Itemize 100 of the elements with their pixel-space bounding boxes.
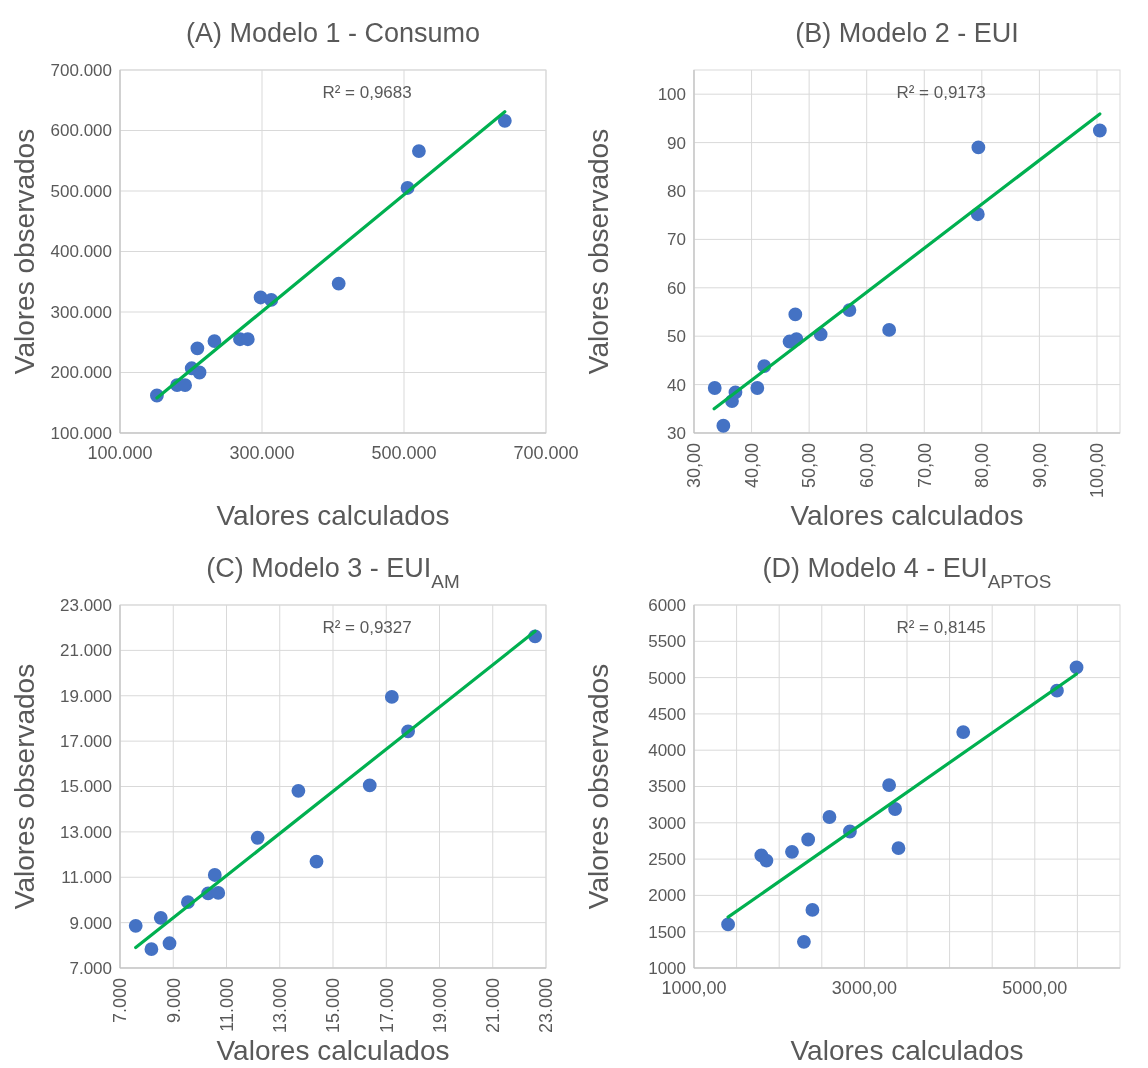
x-tick-label: 60,00: [857, 443, 877, 489]
point: [805, 903, 820, 917]
point: [707, 381, 722, 395]
y-tick-label: 100.000: [50, 423, 112, 443]
point: [162, 936, 177, 951]
x-tick-label: 15.000: [323, 978, 344, 1034]
y-tick-label: 300.000: [50, 302, 112, 322]
y-tick-label: 400.000: [50, 242, 112, 262]
point: [1092, 123, 1107, 138]
y-tick-label: 9.000: [69, 913, 112, 933]
x-tick-label: 50,00: [799, 443, 820, 489]
annotation: R² = 0,9683: [322, 83, 412, 102]
x-tick-label: 13.000: [270, 978, 291, 1034]
point: [497, 113, 512, 128]
y-tick-label: 7.000: [69, 958, 112, 978]
x-tick-label: 1000,00: [661, 978, 727, 998]
x-tick-label: 11.000: [216, 978, 237, 1032]
point: [891, 841, 906, 856]
x-axis-title: Valores calculados: [790, 1035, 1024, 1066]
point: [721, 917, 735, 932]
y-tick-label: 4000: [648, 741, 686, 761]
y-tick-label: 700.000: [50, 60, 112, 80]
x-tick-label: 17.000: [376, 978, 397, 1034]
y-tick-label: 4500: [648, 704, 686, 724]
annotation: R² = 0,8145: [896, 618, 986, 637]
x-tick-label: 5000,00: [1002, 978, 1068, 998]
chart-title: (A) Modelo 1 - Consumo: [185, 18, 481, 48]
y-tick-label: 13.000: [60, 822, 112, 842]
point: [801, 832, 816, 847]
x-tick-label: 90,00: [1029, 443, 1050, 489]
point: [971, 140, 986, 155]
y-tick-label: 3500: [648, 777, 686, 797]
x-tick-label: 23.000: [536, 978, 557, 1034]
point: [384, 689, 399, 704]
point: [888, 802, 902, 816]
point: [207, 868, 222, 882]
point: [250, 830, 265, 845]
y-tick-label: 11.000: [61, 868, 112, 888]
x-tick-label: 21.000: [483, 978, 504, 1034]
x-tick-label: 70,00: [914, 443, 935, 489]
y-axis-title: Valores observados: [583, 128, 614, 375]
point: [785, 844, 799, 859]
y-tick-label: 500.000: [50, 181, 112, 201]
x-tick-label: 100,00: [1087, 443, 1108, 499]
y-axis-title: Valores observados: [9, 128, 40, 375]
point: [788, 307, 803, 322]
y-tick-label: 15.000: [60, 777, 112, 797]
point: [716, 418, 731, 433]
y-tick-label: 19.000: [60, 686, 112, 706]
annotation: R² = 0,9327: [322, 618, 412, 637]
point: [956, 725, 971, 739]
x-axis-title: Valores calculados: [216, 500, 450, 531]
chart-title: (C) Modelo 3 - EUI$_{AM}$: [206, 553, 460, 592]
point: [309, 854, 324, 869]
x-tick-label: 300.000: [229, 443, 295, 463]
point: [211, 886, 226, 900]
x-axis-title: Valores calculados: [216, 1035, 450, 1066]
y-tick-label: 3000: [648, 813, 686, 833]
y-tick-label: 60: [667, 278, 686, 298]
point: [331, 276, 346, 291]
y-axis-title: Valores observados: [583, 663, 614, 910]
y-tick-label: 600.000: [50, 121, 112, 141]
point: [153, 910, 168, 925]
point: [207, 334, 222, 348]
chart-title: (D) Modelo 4 - EUI$_{APTOS}$: [762, 553, 1052, 592]
x-tick-label: 30,00: [684, 443, 705, 489]
y-tick-label: 23.000: [60, 595, 112, 615]
point: [192, 365, 207, 380]
x-tick-label: 700.000: [513, 443, 579, 463]
y-tick-label: 200.000: [50, 363, 112, 383]
x-tick-label: 80,00: [972, 443, 993, 489]
y-tick-label: 40: [667, 375, 686, 395]
x-tick-label: 500.000: [371, 443, 437, 463]
point: [412, 144, 426, 158]
annotation: R² = 0,9173: [896, 83, 986, 102]
y-tick-label: 17.000: [60, 732, 112, 752]
point: [797, 934, 811, 949]
y-tick-label: 70: [667, 230, 686, 250]
point: [362, 778, 377, 793]
y-tick-label: 50: [667, 327, 686, 347]
chart-title: (B) Modelo 2 - EUI: [795, 18, 1019, 48]
point: [128, 918, 143, 933]
x-tick-label: 100.000: [87, 443, 153, 463]
y-tick-label: 2000: [648, 886, 686, 906]
point: [190, 341, 205, 356]
point: [759, 853, 774, 868]
y-tick-label: 90: [667, 133, 686, 153]
point: [822, 810, 837, 824]
y-tick-label: 21.000: [60, 641, 112, 661]
x-tick-label: 40,00: [741, 443, 762, 489]
point: [1069, 660, 1084, 675]
x-tick-label: 19.000: [429, 978, 450, 1034]
y-tick-label: 100: [657, 85, 686, 105]
y-tick-label: 30: [667, 423, 686, 443]
point: [882, 778, 897, 792]
point: [882, 323, 897, 337]
y-tick-label: 6000: [648, 595, 686, 615]
y-axis-title: Valores observados: [9, 663, 40, 910]
x-tick-label: 3000,00: [831, 978, 897, 998]
point: [144, 942, 159, 957]
